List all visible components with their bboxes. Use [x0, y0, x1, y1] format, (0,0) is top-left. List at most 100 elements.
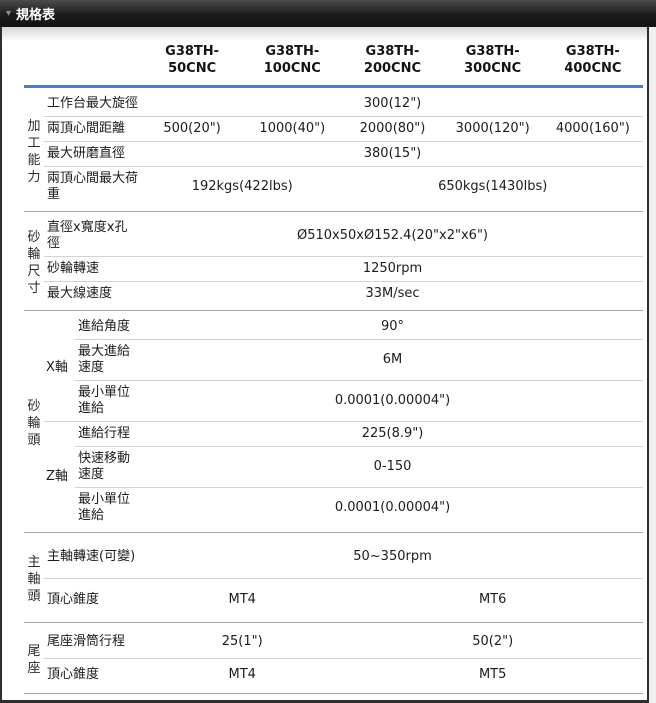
panel-title: 規格表: [16, 8, 56, 23]
spec-label: 工作台最大旋徑: [47, 96, 139, 111]
model-name-line1: G38TH-: [165, 44, 220, 59]
table-row: Z軸 進給行程 225(8.9"): [24, 421, 643, 533]
model-name-line2: 300CNC: [464, 61, 522, 76]
spec-label: 最大線速度: [44, 281, 143, 311]
spec-value-cell: 0.0001(0.00004"): [142, 380, 643, 422]
spec-table: G38TH- 50CNC G38TH- 100CNC G38TH- 200CNC G3…: [24, 39, 643, 694]
table-row: 兩頂心間最大荷重 192kgs(422lbs) 650kgs(1430lbs): [24, 166, 643, 212]
table-row: 最小單位進給 0.0001(0.00004"): [24, 487, 643, 533]
spec-label: 直徑x寬度x孔徑: [47, 220, 128, 251]
table-row: 頂心錐度 MT4 MT5: [24, 658, 643, 694]
header-spacer: [24, 39, 142, 87]
row-group-label: 尾座: [24, 623, 44, 694]
table-row: 砂輪頭 X軸 進給角度 90°: [24, 311, 643, 448]
spec-label: 快速移動速度: [75, 446, 143, 488]
row-group-label: 加工能力: [24, 87, 44, 212]
spec-value-cell: 6M: [142, 339, 643, 381]
spec-label: 頂心錐度: [44, 578, 143, 623]
row-group-label: 主軸頭: [24, 533, 44, 623]
column-header-row: G38TH- 50CNC G38TH- 100CNC G38TH- 200CNC G3…: [24, 39, 643, 87]
table-row: 快速移動速度 0-150: [24, 446, 643, 488]
spec-label: 尾座滑筒行程: [47, 634, 126, 649]
spec-value-cell: MT5: [342, 658, 643, 694]
spec-value-cell: 0.0001(0.00004"): [142, 487, 643, 533]
spec-label: 最小單位進給: [75, 487, 143, 533]
spec-value-cell: 225(8.9"): [142, 421, 643, 447]
row-group-label: 砂輪尺寸: [24, 212, 44, 311]
spec-value-cell: 500(20"): [142, 116, 243, 142]
table-row: 最小單位進給 0.0001(0.00004"): [24, 380, 643, 422]
table-row: 主軸頭 主軸轉速(可變) 50~350rpm: [24, 533, 643, 604]
spec-value-cell: 1250rpm: [142, 256, 643, 282]
model-name-line2: 100CNC: [263, 61, 321, 76]
spec-value-cell: 3000(120"): [442, 116, 543, 142]
model-name-line1: G38TH-: [265, 44, 320, 59]
spec-value-cell: 0-150: [142, 446, 643, 488]
spec-value-cell: 50(2"): [472, 634, 514, 649]
spec-label: 兩頂心間最大荷重: [44, 166, 143, 212]
table-row: 最大線速度 33M/sec: [24, 281, 643, 311]
spec-value-cell: 2000(80"): [342, 116, 443, 142]
table-row: 頂心錐度 MT4 MT6: [24, 578, 643, 623]
group-wheel-head: 砂輪頭 X軸 進給角度 90° 最大進給速度 6M 最小單位進給 0.0001(…: [24, 310, 643, 533]
group-wheel-size: 砂輪尺寸 直徑x寬度x孔徑 Ø510x50xØ152.4(20"x2"x6") …: [24, 211, 643, 311]
column-header-model-3: G38TH- 200CNC: [342, 39, 442, 87]
row-group-label-text: 尾座: [27, 643, 41, 676]
spec-value-cell: MT4: [142, 658, 343, 694]
spec-value-cell: 90°: [380, 319, 405, 334]
model-name-line2: 200CNC: [363, 61, 422, 76]
table-row: 砂輪轉速 1250rpm: [24, 256, 643, 282]
spec-value-cell: 25(1"): [221, 634, 263, 649]
spec-label: 進給角度: [78, 319, 131, 334]
spec-label: 進給行程: [75, 421, 143, 447]
spec-value-cell: 650kgs(1430lbs): [342, 166, 643, 212]
row-group-label-text: 砂輪頭: [27, 399, 41, 448]
axis-label-z: Z軸: [44, 421, 75, 533]
model-name-line1: G38TH-: [565, 44, 620, 59]
row-group-label-text: 主軸頭: [27, 554, 41, 604]
table-row: 最大研磨直徑 380(15"): [24, 141, 643, 167]
column-header-model-5: G38TH- 400CNC: [543, 39, 643, 87]
spec-label: 兩頂心間距離: [44, 116, 143, 142]
collapse-triangle-icon: ▾: [6, 7, 12, 19]
table-row: 砂輪尺寸 直徑x寬度x孔徑 Ø510x50xØ152.4(20"x2"x6"): [24, 212, 643, 296]
spec-value-cell: 33M/sec: [142, 281, 643, 311]
spec-label: 頂心錐度: [44, 658, 143, 694]
spec-value-cell: Ø510x50xØ152.4(20"x2"x6"): [297, 228, 488, 243]
model-name-line2: 400CNC: [564, 61, 622, 76]
spec-label: 最小單位進給: [75, 380, 143, 422]
table-row: 兩頂心間距離 500(20") 1000(40") 2000(80") 3000…: [24, 116, 643, 142]
group-tailstock: 尾座 尾座滑筒行程 25(1") 50(2") 頂心錐度 MT4 MT5: [24, 622, 643, 694]
spec-label: 主軸轉速(可變): [47, 549, 136, 564]
table-row: 加工能力 工作台最大旋徑 300(12"): [24, 87, 643, 185]
spec-label: 最大研磨直徑: [44, 141, 143, 167]
model-name-line2: 50CNC: [168, 61, 217, 76]
spec-value-cell: 1000(40"): [242, 116, 343, 142]
spec-value-cell: 50~350rpm: [353, 549, 432, 564]
group-spindle-head: 主軸頭 主軸轉速(可變) 50~350rpm 頂心錐度 MT4 MT6: [24, 532, 643, 623]
table-row: 尾座 尾座滑筒行程 25(1") 50(2"): [24, 623, 643, 676]
spec-value-cell: 380(15"): [142, 141, 643, 167]
spec-value-cell: 4000(160"): [542, 116, 643, 142]
spec-value-cell: 192kgs(422lbs): [142, 166, 343, 212]
row-group-label-text: 砂輪尺寸: [27, 230, 41, 296]
column-header-model-1: G38TH- 50CNC: [142, 39, 242, 87]
spec-value-cell: MT4: [142, 578, 343, 623]
spec-label: 最大進給速度: [75, 339, 143, 381]
spec-label: 砂輪轉速: [44, 256, 143, 282]
spec-value-cell: MT6: [342, 578, 643, 623]
axis-label-x: X軸: [46, 360, 68, 375]
row-group-label-text: 加工能力: [27, 118, 41, 185]
spec-panel-body: G38TH- 50CNC G38TH- 100CNC G38TH- 200CNC G3…: [0, 27, 649, 703]
column-header-model-2: G38TH- 100CNC: [242, 39, 342, 87]
spec-value-cell: 300(12"): [363, 96, 422, 111]
group-machining-capacity: 加工能力 工作台最大旋徑 300(12") 兩頂心間距離 500(20") 10…: [24, 86, 643, 212]
spec-table-head: G38TH- 50CNC G38TH- 100CNC G38TH- 200CNC G3…: [24, 39, 643, 87]
row-group-label: 砂輪頭: [24, 311, 44, 533]
spec-panel-header[interactable]: ▾ 規格表: [0, 0, 656, 27]
model-name-line1: G38TH-: [465, 44, 520, 59]
model-name-line1: G38TH-: [365, 44, 420, 59]
table-row: 最大進給速度 6M: [24, 339, 643, 381]
column-header-model-4: G38TH- 300CNC: [443, 39, 543, 87]
